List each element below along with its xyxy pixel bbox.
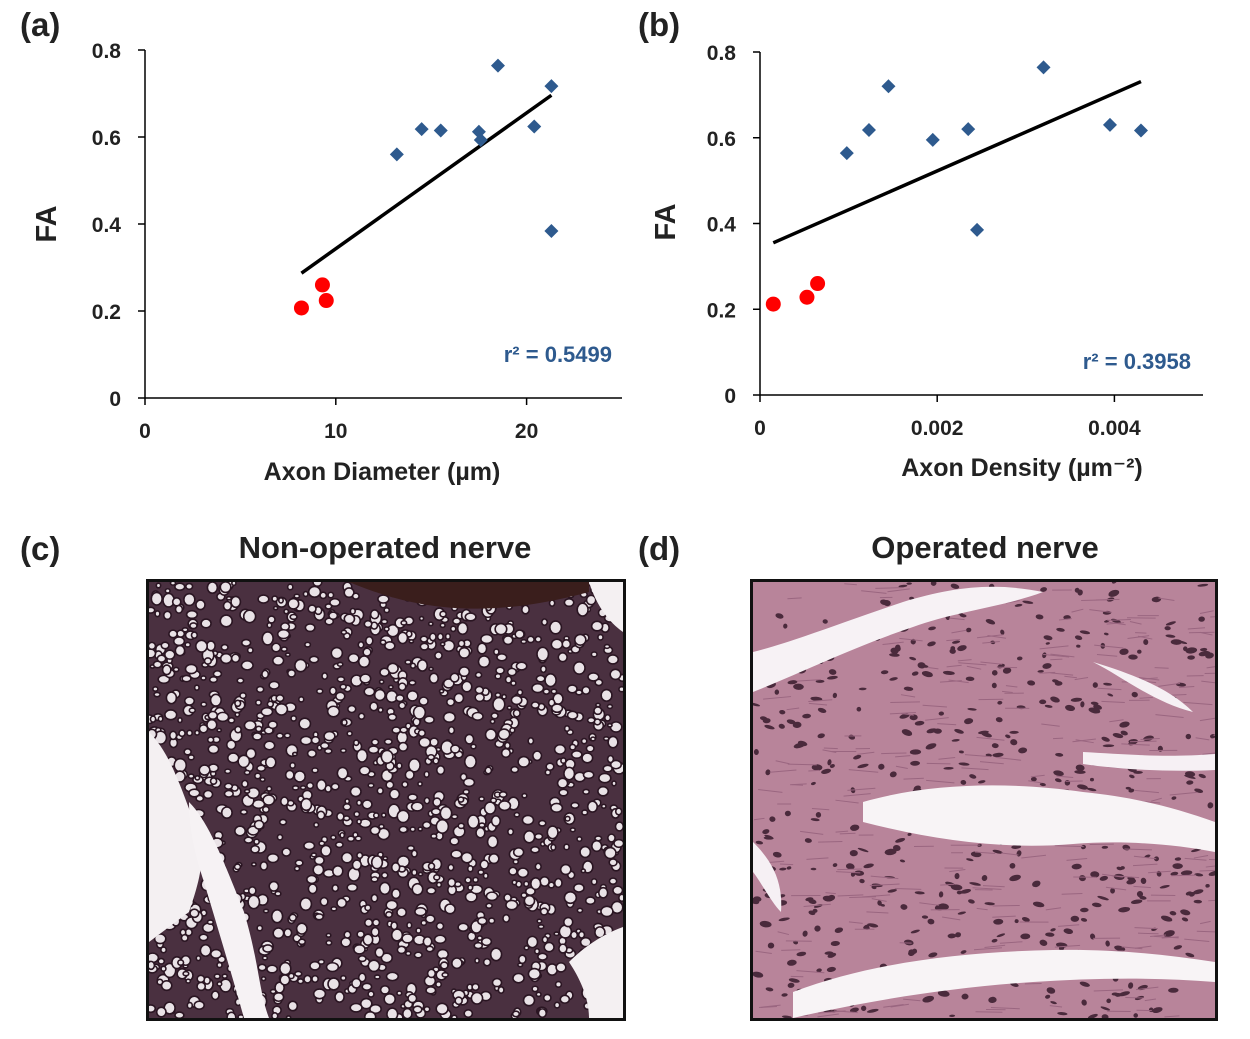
- chart-b-circle-point: [810, 276, 826, 292]
- chart-a-diamond-point: [544, 223, 559, 238]
- chart-a-x-tick-label: 20: [515, 420, 538, 443]
- photo-title-operated: Operated nerve: [871, 530, 1099, 565]
- chart-a-y-tick-label: 0.2: [92, 301, 121, 324]
- chart-b-y-tick-label: 0.4: [707, 214, 737, 237]
- histology-image-non-operated: [146, 579, 626, 1021]
- chart-b-y-tick-label: 0.8: [707, 42, 737, 65]
- chart-a-circle-point: [318, 293, 334, 309]
- chart-a-ylabel: FA: [31, 205, 63, 242]
- chart-b-circle-point: [765, 296, 781, 312]
- chart-a-y-tick-label: 0.8: [92, 40, 122, 63]
- chart-a-diamond-point: [490, 58, 505, 73]
- chart-a-y-tick-label: 0: [109, 388, 121, 411]
- chart-b-diamond-point: [839, 146, 854, 161]
- chart-b-trendline: [772, 79, 1142, 245]
- histology-image-operated: [750, 579, 1218, 1021]
- chart-b-y-tick-label: 0: [724, 385, 736, 408]
- chart-a-circle-point: [314, 277, 330, 293]
- chart-b-diamond-point: [1133, 123, 1148, 138]
- chart-a-scatter: 0 0.2 0.4 0.6 0.8 0 10 20 r² = 0.5499 Axon Diam…: [31, 40, 622, 486]
- chart-a-x-tick-label: 0: [139, 420, 151, 443]
- chart-b-diamond-point: [961, 122, 976, 137]
- chart-b-diamond-point: [970, 222, 985, 237]
- chart-b-diamond-point: [1102, 117, 1117, 132]
- chart-b-diamond-point: [1036, 60, 1051, 75]
- chart-b-circle-point: [799, 289, 815, 305]
- chart-a-y-tick-label: 0.6: [92, 127, 121, 150]
- chart-a-circle-point: [293, 300, 309, 316]
- chart-b-annotation: r² = 0.3958: [1083, 349, 1191, 374]
- panel-label-a: (a): [20, 6, 61, 43]
- chart-a-annotation: r² = 0.5499: [504, 342, 612, 367]
- chart-b-x-tick-label: 0: [754, 417, 766, 440]
- photo-title-non-operated: Non-operated nerve: [238, 530, 532, 565]
- chart-a-x-tick-label: 10: [324, 420, 347, 443]
- chart-b-x-tick-label: 0.002: [911, 417, 964, 440]
- chart-a-diamond-point: [544, 79, 559, 94]
- chart-a-diamond-point: [433, 123, 448, 138]
- chart-b-y-tick-label: 0.2: [707, 299, 736, 322]
- panel-label-b: (b): [638, 6, 681, 43]
- panel-label-c: (c): [20, 530, 61, 567]
- chart-b-scatter: 0 0.2 0.4 0.6 0.8 0 0.002 0.004 r² = 0.3958 Axo…: [650, 42, 1203, 482]
- chart-b-xlabel: Axon Density (µm⁻²): [901, 454, 1143, 482]
- chart-a-diamond-point: [414, 122, 429, 137]
- panel-label-d: (d): [638, 530, 681, 567]
- chart-b-ylabel: FA: [650, 203, 682, 240]
- chart-b-diamond-point: [925, 132, 940, 147]
- chart-a-diamond-point: [473, 133, 488, 148]
- chart-b-diamond-point: [861, 123, 876, 138]
- chart-b-x-tick-label: 0.004: [1088, 417, 1141, 440]
- chart-b-y-tick-label: 0.6: [707, 128, 736, 151]
- chart-a-trendline: [300, 93, 553, 275]
- chart-a-diamond-point: [389, 147, 404, 162]
- chart-b-diamond-point: [881, 79, 896, 94]
- chart-a-y-tick-label: 0.4: [92, 214, 122, 237]
- chart-a-diamond-point: [527, 119, 542, 134]
- chart-a-xlabel: Axon Diameter (µm): [264, 458, 501, 486]
